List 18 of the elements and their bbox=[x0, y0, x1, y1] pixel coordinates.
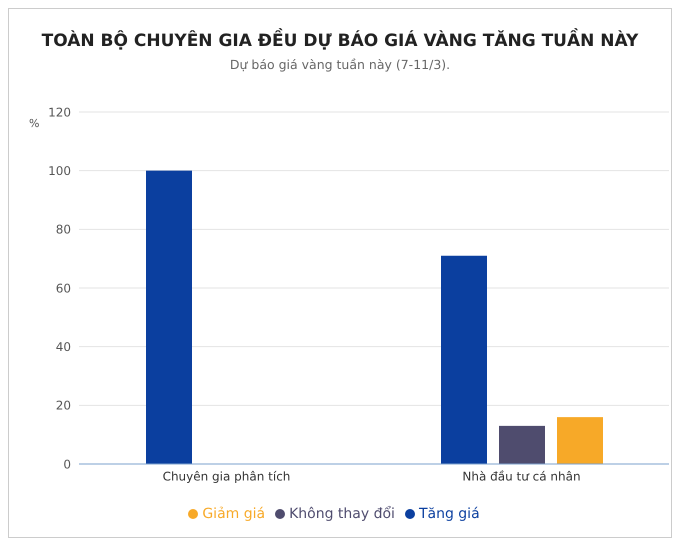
y-tick-label: 20 bbox=[56, 398, 71, 413]
bar bbox=[146, 170, 192, 464]
y-tick-label: 0 bbox=[63, 457, 71, 472]
x-tick-label: Nhà đầu tư cá nhân bbox=[462, 470, 581, 484]
y-axis-title: % bbox=[29, 117, 40, 130]
bar bbox=[441, 256, 487, 464]
y-tick-label: 60 bbox=[56, 281, 71, 296]
y-tick-label: 40 bbox=[56, 340, 71, 354]
y-tick-label: 120 bbox=[48, 105, 71, 120]
legend-label: Tăng giá bbox=[418, 506, 480, 522]
chart-subtitle: Dự báo giá vàng tuần này (7-11/3). bbox=[228, 57, 452, 72]
bar bbox=[557, 417, 603, 464]
legend-label: Giảm giá bbox=[202, 506, 266, 522]
x-tick-label: Chuyên gia phân tích bbox=[162, 470, 290, 484]
y-tick-label: 80 bbox=[56, 222, 71, 237]
bar bbox=[499, 426, 545, 464]
legend-label: Không thay đổi bbox=[289, 506, 395, 522]
y-tick-label: 100 bbox=[48, 164, 71, 178]
